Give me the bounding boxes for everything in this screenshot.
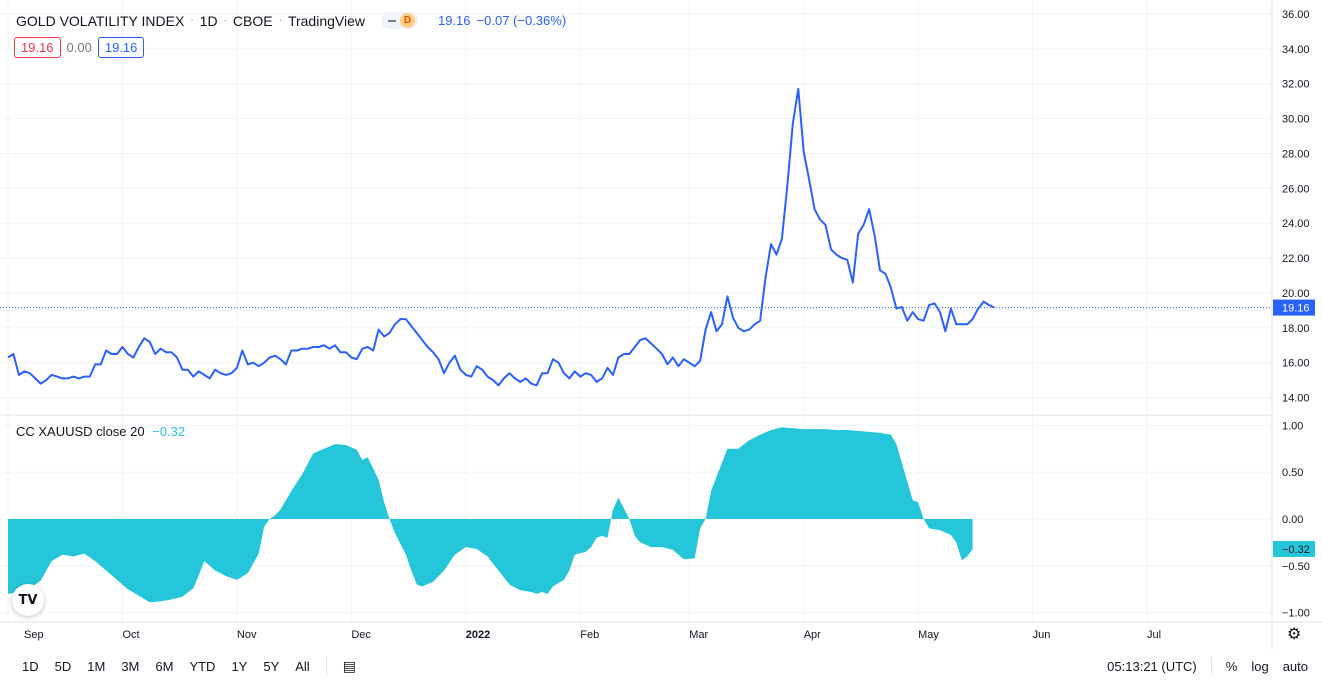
date-range-buttons: 1D 5D 1M 3M 6M YTD 1Y 5Y All — [14, 659, 318, 674]
time-scale[interactable]: Sep Oct Nov Dec 2022 Feb Mar Apr May Jun Jul — [24, 629, 1161, 641]
last-indicator-label: −0.32 — [1282, 544, 1310, 556]
range-button-1m[interactable]: 1M — [87, 658, 106, 674]
last-price: 19.16 — [437, 13, 471, 28]
ohlc-row: 19.16 0.00 19.16 — [14, 37, 145, 58]
spread-value: 0.00 — [66, 40, 92, 55]
correlation-area-layer — [8, 427, 973, 603]
price-line-layer — [0, 87, 1272, 387]
time-tick-label: Sep — [24, 629, 44, 641]
price-tick-label: 30.00 — [1282, 114, 1310, 126]
bottom-toolbar: 1D 5D 1M 3M 6M YTD 1Y 5Y All ▤ 05:13:21 (UTC) % … — [0, 650, 1322, 682]
time-tick-label: Jun — [1033, 629, 1051, 641]
price-tick-label: 20.00 — [1282, 288, 1310, 300]
price-tick-label: 34.00 — [1282, 44, 1310, 56]
legend-separator: · — [278, 15, 282, 26]
indicator-label: CC XAUUSD close 20 — [16, 424, 145, 439]
range-button-3m[interactable]: 3M — [121, 658, 140, 674]
auto-toggle[interactable]: auto — [1282, 658, 1308, 674]
main-price-scale[interactable]: 36.00 34.00 32.00 30.00 28.00 26.00 24.00 22.00… — [1282, 9, 1310, 405]
price-change: −0.07 (−0.36%) — [476, 13, 567, 28]
price-tick-label: 22.00 — [1282, 253, 1310, 265]
price-tick-label: 28.00 — [1282, 148, 1310, 160]
toolbar-separator — [325, 657, 327, 675]
time-tick-label: Feb — [580, 629, 599, 641]
delay-toggle[interactable]: D — [380, 12, 418, 29]
symbol-interval: 1D — [199, 12, 218, 29]
time-tick-label: Mar — [689, 629, 708, 641]
last-price-label: 19.16 — [1282, 303, 1310, 315]
time-tick-label: Nov — [237, 629, 257, 641]
symbol-title: GOLD VOLATILITY INDEX — [16, 12, 185, 29]
time-tick-label: Dec — [351, 629, 371, 641]
toolbar-right: 05:13:21 (UTC) % log auto — [1107, 657, 1308, 675]
correlation-area[interactable] — [8, 427, 973, 603]
price-tick-label: 14.00 — [1282, 393, 1310, 405]
range-button-6m[interactable]: 6M — [155, 658, 174, 674]
indicator-legend[interactable]: CC XAUUSD close 20 −0.32 — [16, 424, 185, 439]
price-tick-label: 16.00 — [1282, 358, 1310, 370]
time-tick-label: Apr — [804, 629, 821, 641]
symbol-legend[interactable]: GOLD VOLATILITY INDEX · 1D · CBOE · Trad… — [16, 12, 566, 29]
tradingview-logo-icon[interactable]: TV — [12, 584, 44, 616]
minus-icon — [387, 19, 396, 22]
clock-time[interactable]: 05:13:21 (UTC) — [1107, 658, 1197, 674]
range-button-1d[interactable]: 1D — [22, 658, 39, 674]
price-tick-label: 24.00 — [1282, 218, 1310, 230]
delayed-data-badge[interactable]: D — [399, 13, 415, 28]
indicator-value: −0.32 — [152, 424, 186, 439]
main-pane-grid — [0, 0, 1272, 622]
symbol-source: TradingView — [287, 12, 365, 29]
price-tick-label: 18.00 — [1282, 323, 1310, 335]
indicator-tick-label: 0.00 — [1282, 514, 1303, 526]
indicator-tick-label: −1.00 — [1282, 608, 1310, 620]
log-toggle[interactable]: log — [1251, 658, 1269, 674]
symbol-exchange: CBOE — [232, 12, 273, 29]
price-tick-label: 26.00 — [1282, 183, 1310, 195]
chart-canvas[interactable]: 36.00 34.00 32.00 30.00 28.00 26.00 24.00 22.00… — [0, 0, 1322, 650]
time-tick-label: 2022 — [466, 629, 490, 641]
calendar-range-icon[interactable]: ▤ — [342, 657, 356, 674]
price-tick-label: 36.00 — [1282, 9, 1310, 21]
indicator-tick-label: −0.50 — [1282, 561, 1310, 573]
indicator-price-scale[interactable]: 1.00 0.50 0.00 −0.50 −1.00 — [1282, 420, 1310, 619]
legend-separator: · — [190, 15, 194, 26]
indicator-tick-label: 0.50 — [1282, 467, 1303, 479]
ask-box[interactable]: 19.16 — [97, 37, 145, 58]
legend-separator: · — [223, 15, 227, 26]
percent-toggle[interactable]: % — [1225, 658, 1238, 674]
price-series-line[interactable] — [7, 87, 995, 387]
indicator-tick-label: 1.00 — [1282, 420, 1303, 432]
toolbar-separator — [1210, 657, 1212, 675]
last-indicator-label-bg — [1273, 540, 1315, 557]
time-tick-label: Jul — [1147, 629, 1161, 641]
gear-icon[interactable]: ⚙ — [1287, 626, 1302, 643]
range-button-5y[interactable]: 5Y — [263, 658, 280, 674]
price-tick-label: 32.00 — [1282, 79, 1310, 91]
range-button-all[interactable]: All — [295, 658, 310, 674]
time-tick-label: May — [918, 629, 939, 641]
range-button-ytd[interactable]: YTD — [189, 658, 216, 674]
last-value-labels: 19.16 −0.32 — [1273, 299, 1315, 557]
time-tick-label: Oct — [122, 629, 139, 641]
range-button-5d[interactable]: 5D — [54, 658, 72, 674]
bid-box[interactable]: 19.16 — [14, 37, 61, 58]
last-price-label-bg — [1273, 299, 1315, 316]
range-button-1y[interactable]: 1Y — [231, 658, 248, 674]
